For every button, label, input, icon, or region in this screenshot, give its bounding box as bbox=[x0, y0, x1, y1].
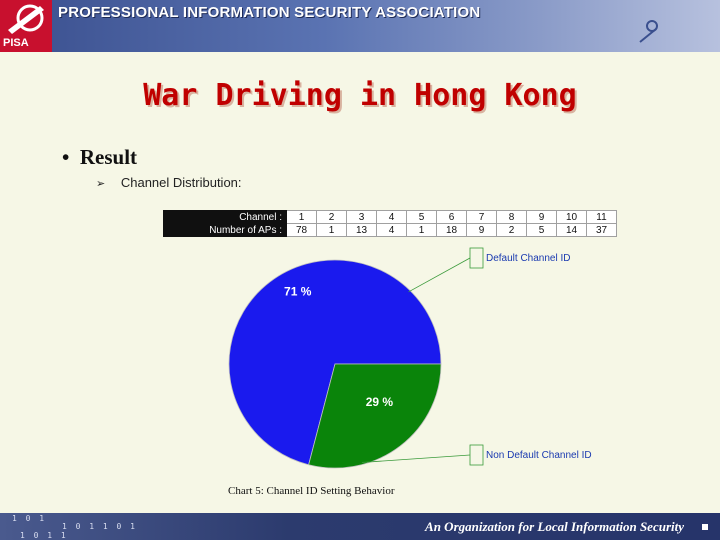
chart-caption: Chart 5: Channel ID Setting Behavior bbox=[228, 485, 395, 497]
aps-row: Number of APs : 78 1 13 4 1 18 9 2 5 14 … bbox=[163, 223, 617, 237]
channel-table: Channel : 1 2 3 4 5 6 7 8 9 10 11 Number… bbox=[163, 210, 617, 237]
channel-cell: 6 bbox=[436, 210, 467, 224]
aps-cell: 18 bbox=[436, 223, 467, 237]
channel-cell: 3 bbox=[346, 210, 377, 224]
logo-emblem-icon bbox=[8, 4, 44, 34]
leader-line bbox=[361, 454, 471, 463]
footer-band bbox=[0, 513, 720, 540]
footer-tagline: An Organization for Local Information Se… bbox=[425, 519, 684, 534]
pie-slice bbox=[228, 259, 442, 466]
channel-cell: 9 bbox=[526, 210, 557, 224]
result-bullet: • Result bbox=[62, 145, 137, 170]
header-band bbox=[0, 0, 720, 52]
pisa-logo: PISA bbox=[0, 0, 52, 52]
bullet-text: Result bbox=[79, 145, 138, 169]
slice-percent-label: 71 % bbox=[284, 284, 312, 298]
aps-cell: 5 bbox=[526, 223, 557, 237]
key-icon bbox=[639, 20, 658, 43]
page-title: War Driving in Hong Kong bbox=[143, 78, 577, 113]
channel-cell: 1 bbox=[286, 210, 317, 224]
binary-decoration: 1 0 1 bbox=[12, 514, 47, 523]
slice-legend-label: Non Default Channel ID bbox=[486, 450, 592, 461]
aps-cell: 13 bbox=[346, 223, 377, 237]
association-name: PROFESSIONAL INFORMATION SECURITY ASSOCI… bbox=[58, 4, 481, 21]
sub-bullet: ➢ Channel Distribution: bbox=[96, 175, 242, 190]
legend-bracket bbox=[469, 444, 484, 466]
aps-row-label: Number of APs : bbox=[163, 223, 287, 237]
slice-legend-label: Default Channel ID bbox=[486, 253, 571, 264]
aps-cell: 78 bbox=[286, 223, 317, 237]
aps-cell: 2 bbox=[496, 223, 527, 237]
bullet-dot-icon: • bbox=[62, 145, 70, 169]
slice-percent-label: 29 % bbox=[366, 395, 394, 409]
arrow-bullet-icon: ➢ bbox=[96, 178, 106, 190]
binary-decoration: 1 0 1 1 0 1 bbox=[62, 522, 137, 531]
channel-row: Channel : 1 2 3 4 5 6 7 8 9 10 11 bbox=[163, 210, 617, 224]
pie-slice bbox=[308, 363, 442, 469]
aps-cell: 1 bbox=[316, 223, 347, 237]
legend-bracket bbox=[469, 247, 484, 269]
footer-square-icon bbox=[702, 524, 708, 530]
aps-cell: 14 bbox=[556, 223, 587, 237]
leader-line bbox=[408, 257, 471, 293]
logo-text: PISA bbox=[3, 37, 29, 49]
aps-cell: 37 bbox=[586, 223, 617, 237]
sub-bullet-text: Channel Distribution: bbox=[120, 175, 242, 190]
channel-cell: 11 bbox=[586, 210, 617, 224]
binary-decoration: 1 0 1 1 bbox=[20, 531, 68, 540]
